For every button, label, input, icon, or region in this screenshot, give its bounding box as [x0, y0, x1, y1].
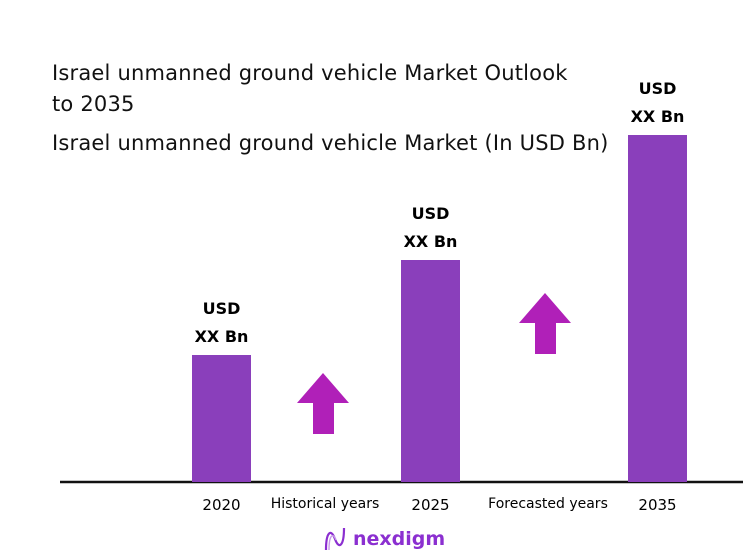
- chart-subtitle: Israel unmanned ground vehicle Market (I…: [52, 131, 609, 155]
- data-label-2025-line1: USD: [412, 204, 450, 223]
- nexdigm-logo: nexdigm: [323, 526, 445, 552]
- period-label-1: Forecasted years: [488, 496, 608, 512]
- nexdigm-logo-icon: [324, 527, 346, 551]
- x-tick-label-2025: 2025: [411, 496, 449, 514]
- period-label-0: Historical years: [271, 496, 380, 512]
- data-label-2035-line1: USD: [639, 79, 677, 98]
- chart-title: Israel unmanned ground vehicle Market Ou…: [52, 61, 568, 116]
- up-arrow-icon: [297, 373, 349, 434]
- bar-2035: [628, 135, 687, 482]
- x-tick-label-2035: 2035: [638, 496, 676, 514]
- data-label-2025-line2: XX Bn: [404, 232, 458, 251]
- data-label-2035-line2: XX Bn: [631, 107, 685, 126]
- data-label-2020-line2: XX Bn: [195, 327, 249, 346]
- bar-2020: [192, 355, 251, 482]
- bar-2025: [401, 260, 460, 482]
- x-tick-label-2020: 2020: [202, 496, 240, 514]
- up-arrow-icon: [519, 293, 571, 354]
- logo-text: nexdigm: [353, 528, 446, 550]
- data-label-2020-line1: USD: [203, 299, 241, 318]
